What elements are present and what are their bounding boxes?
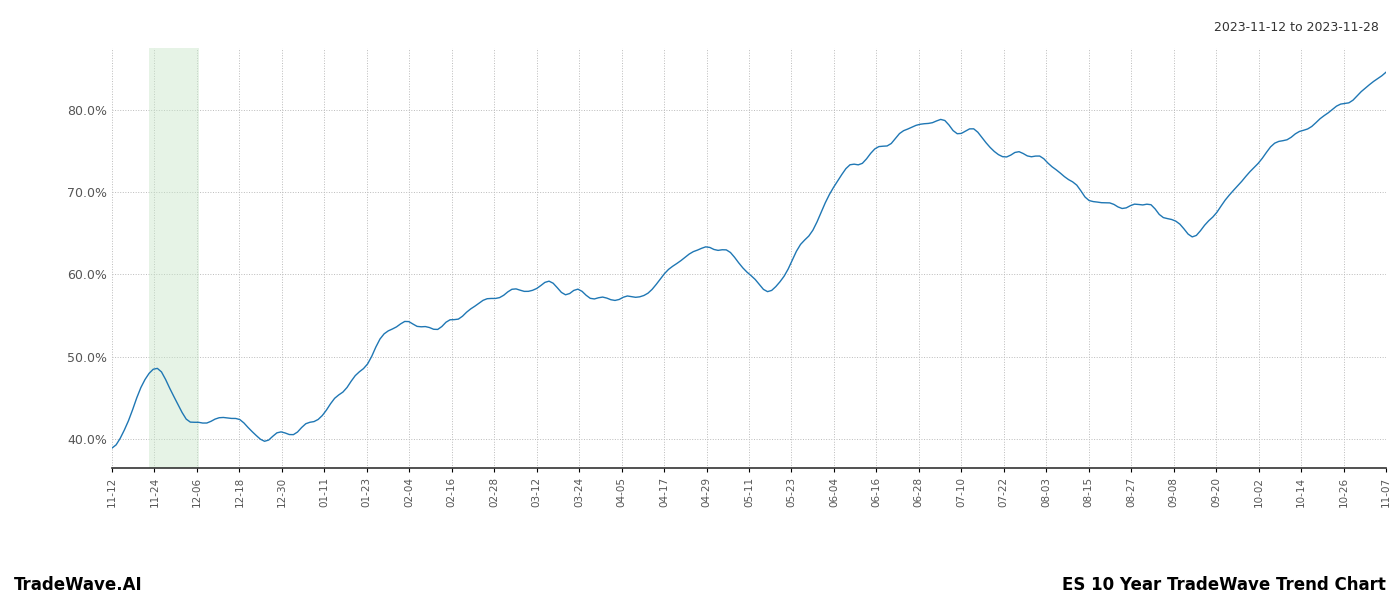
Text: TradeWave.AI: TradeWave.AI — [14, 576, 143, 594]
Text: ES 10 Year TradeWave Trend Chart: ES 10 Year TradeWave Trend Chart — [1063, 576, 1386, 594]
Text: 2023-11-12 to 2023-11-28: 2023-11-12 to 2023-11-28 — [1214, 21, 1379, 34]
Bar — [150, 48, 199, 468]
